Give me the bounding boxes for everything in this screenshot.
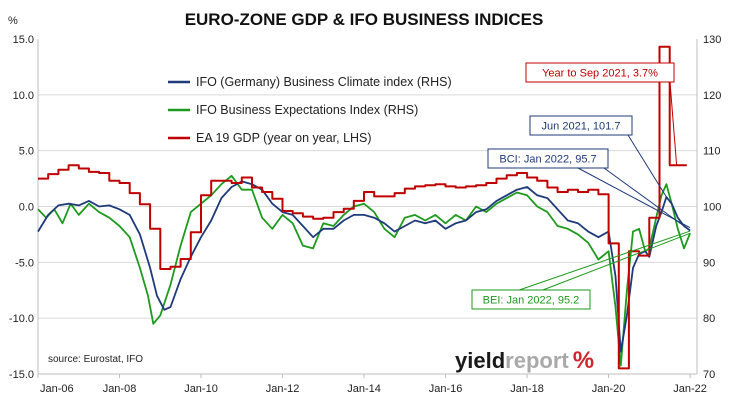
annotation-box <box>525 62 675 83</box>
annotation-leader <box>519 230 691 291</box>
x-tick-label: Jan-22 <box>673 383 707 395</box>
series-line-bci <box>37 180 691 353</box>
annotation-label: Year to Sep 2021, 3.7% <box>542 68 658 80</box>
left-tick-label: 5.0 <box>19 146 34 158</box>
annotations: Year to Sep 2021, 3.7% Jun 2021, 101.7 BCI… <box>471 62 691 310</box>
right-tick-label: 100 <box>703 202 721 214</box>
annotation-box <box>529 115 633 136</box>
source-note: source: Eurostat, IFO <box>48 354 143 365</box>
right-tick-label: 70 <box>703 369 715 381</box>
x-tick-label: Jan-18 <box>510 383 544 395</box>
brand-part-1: yield <box>455 348 505 373</box>
left-tick-label: -5.0 <box>15 257 34 269</box>
annotation-label: BCI: Jan 2022, 95.7 <box>499 154 596 166</box>
right-tick-label: 90 <box>703 257 715 269</box>
annotation-label: BEI: Jan 2022, 95.2 <box>483 295 580 307</box>
left-tick-label: 15.0 <box>13 34 34 46</box>
axes: 15.0 130 10.0 120 5.0 110 0.0 100 -5.0 90 -10.0 80 -… <box>9 34 721 395</box>
x-tick-label: Jan-20 <box>592 383 626 395</box>
chart-title: EURO-ZONE GDP & IFO BUSINESS INDICES <box>185 10 544 29</box>
x-tick-label: Jan-16 <box>429 383 463 395</box>
annotation-box <box>487 148 609 169</box>
x-tick-label: Jan-08 <box>103 383 137 395</box>
series-lines <box>37 45 691 370</box>
annotation-leader <box>577 167 691 229</box>
left-tick-label: 10.0 <box>13 90 34 102</box>
brand-part-2: report <box>505 348 569 373</box>
left-axis-unit: % <box>8 15 18 27</box>
right-tick-label: 110 <box>703 146 721 158</box>
x-tick-label: Jan-10 <box>184 383 218 395</box>
x-tick-label: Jan-12 <box>266 383 300 395</box>
brand-part-3: % <box>573 347 594 374</box>
annotation-label: Jun 2021, 101.7 <box>542 121 621 133</box>
legend: IFO (Germany) Business Climate index (RH… <box>168 75 452 145</box>
legend-label-bei: IFO Business Expectations Index (RHS) <box>196 103 418 117</box>
right-tick-label: 80 <box>703 313 715 325</box>
series-line-bei <box>37 174 691 367</box>
left-tick-label: 0.0 <box>19 202 34 214</box>
x-tick-label: Jan-06 <box>40 383 74 395</box>
legend-label-bci: IFO (Germany) Business Climate index (RH… <box>196 75 452 89</box>
annotation-box <box>471 289 591 310</box>
svg-text:yieldreport%: yieldreport% <box>455 347 594 374</box>
annotation-leader <box>627 134 667 198</box>
brand-logo: yieldreport% <box>455 347 594 374</box>
x-tick-label: Jan-14 <box>347 383 381 395</box>
right-tick-label: 130 <box>703 34 721 46</box>
annotation-leader <box>669 81 678 166</box>
left-tick-label: -15.0 <box>9 369 34 381</box>
left-tick-label: -10.0 <box>9 313 34 325</box>
right-tick-label: 120 <box>703 90 721 102</box>
legend-label-gdp: EA 19 GDP (year on year, LHS) <box>196 131 372 145</box>
annotation-leader <box>542 232 691 291</box>
series-line-gdp <box>38 45 687 370</box>
